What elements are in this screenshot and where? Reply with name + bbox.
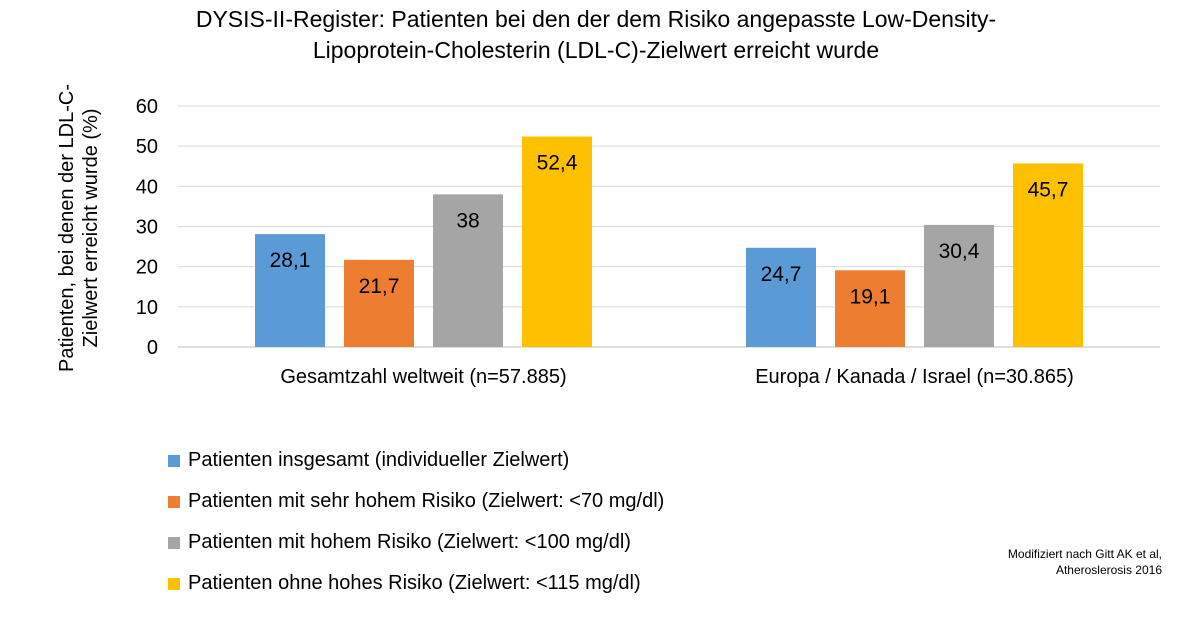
data-label: 21,7: [359, 275, 400, 298]
bar: [433, 194, 503, 347]
bars: [255, 136, 1083, 347]
y-tick-label: 60: [136, 96, 158, 118]
legend-label: Patienten mit hohem Risiko (Zielwert: <1…: [188, 531, 631, 553]
gridlines: [178, 105, 1160, 348]
data-label: 19,1: [850, 285, 891, 308]
legend-label: Patienten insgesamt (individueller Zielw…: [188, 449, 570, 471]
y-tick-label: 10: [136, 297, 158, 319]
chart-title-line-1: DYSIS-II-Register: Patienten bei den der…: [196, 6, 996, 32]
chart-title: DYSIS-II-Register: Patienten bei den der…: [196, 6, 996, 63]
y-tick-label: 40: [136, 176, 158, 198]
bar: [255, 234, 325, 347]
legend-swatch: [168, 454, 180, 467]
data-labels: 28,1 21,7 38 52,4 24,7 19,1 30,4 45,7: [270, 152, 1069, 309]
legend-swatch: [168, 536, 180, 549]
y-axis-label: Patienten, bei denen der LDL-C- Zielwert …: [56, 84, 102, 372]
legend-swatch: [168, 577, 180, 590]
bar: [1013, 163, 1083, 347]
chart-title-line-2: Lipoprotein-Cholesterin (LDL-C)-Zielwert…: [313, 37, 879, 63]
legend-item: Patienten ohne hohes Risiko (Zielwert: <…: [168, 563, 664, 604]
legend-label: Patienten mit sehr hohem Risiko (Zielwer…: [188, 490, 665, 512]
source-line-1: Modifiziert nach Gitt AK et al,: [1007, 547, 1162, 561]
bar: [924, 224, 994, 347]
legend-swatch: [168, 495, 180, 508]
data-label: 38: [456, 209, 479, 232]
data-label: 52,4: [537, 152, 578, 175]
y-tick-label: 50: [136, 136, 158, 158]
legend-label: Patienten ohne hohes Risiko (Zielwert: <…: [188, 572, 641, 594]
bar: [746, 247, 816, 347]
legend-item: Patienten insgesamt (individueller Zielw…: [168, 440, 664, 481]
bar-chart: DYSIS-II-Register: Patienten bei den der…: [56, 6, 1160, 388]
x-category-label: Europa / Kanada / Israel (n=30.865): [755, 366, 1074, 388]
y-axis-ticks: 0 10 20 30 40 50 60: [136, 96, 158, 359]
legend-item: Patienten mit hohem Risiko (Zielwert: <1…: [168, 522, 664, 563]
data-label: 28,1: [270, 249, 311, 272]
data-label: 30,4: [939, 240, 980, 263]
bar: [344, 259, 414, 347]
data-label: 45,7: [1028, 178, 1069, 201]
legend-item: Patienten mit sehr hohem Risiko (Zielwer…: [168, 481, 664, 522]
y-tick-label: 0: [147, 337, 158, 359]
y-axis-label-line-2: Zielwert erreicht wurde (%): [80, 109, 102, 348]
y-tick-label: 20: [136, 257, 158, 279]
y-axis-label-line-1: Patienten, bei denen der LDL-C-: [56, 84, 78, 372]
source-line-2: Atheroslerosis 2016: [1055, 563, 1162, 577]
legend: Patienten insgesamt (individueller Zielw…: [168, 440, 664, 604]
bar: [835, 270, 905, 347]
y-tick-label: 30: [136, 217, 158, 239]
x-axis-categories: Gesamtzahl weltweit (n=57.885) Europa / K…: [280, 366, 1073, 388]
bar: [522, 136, 592, 347]
data-label: 24,7: [761, 263, 802, 286]
source-note: Modifiziert nach Gitt AK et al, Atherosl…: [1008, 546, 1162, 578]
x-category-label: Gesamtzahl weltweit (n=57.885): [280, 366, 566, 388]
